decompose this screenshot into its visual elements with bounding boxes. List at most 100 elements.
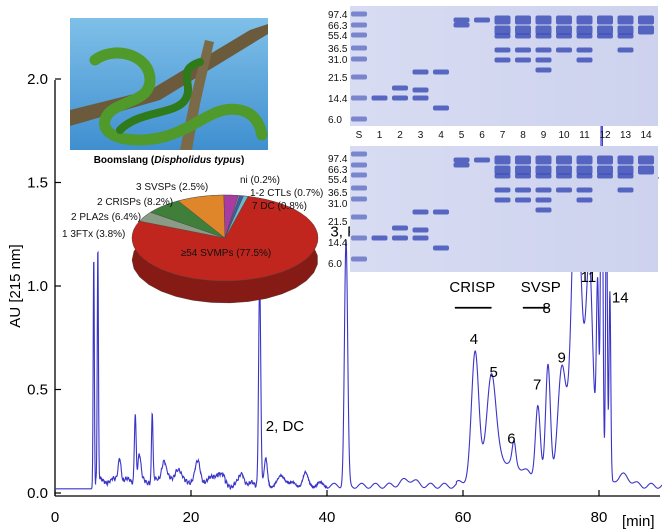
gel-band: [494, 33, 511, 39]
gel-band: [515, 25, 531, 35]
gel-band: [576, 15, 593, 25]
gel-band: [371, 95, 388, 101]
pie-slice: [224, 195, 249, 239]
gel-band: [617, 173, 634, 179]
gel-lane-label: 5: [459, 130, 465, 141]
gel-band: [494, 25, 511, 35]
gel-band: [371, 235, 388, 241]
snake-icon-2: [116, 58, 204, 134]
x-tick-label: 40: [319, 509, 336, 526]
pie-label: 3 SVSPs (2.5%): [136, 182, 208, 193]
gel-band: [351, 56, 367, 62]
gel-lane-label: 10: [558, 130, 570, 141]
x-tick-label: 80: [591, 509, 608, 526]
gel-band: [576, 155, 593, 165]
gel-band: [535, 187, 552, 193]
gel-band: [617, 165, 634, 175]
gel-band: [515, 155, 531, 165]
axes: 0.0 0.5 1.0 1.5 2.0 0 20 40 60 80 [min] AU [215 …: [7, 71, 660, 530]
gel-band: [351, 151, 367, 157]
photo-caption: Boomslang (Dispholidus typus): [94, 155, 245, 166]
gel-band: [515, 173, 531, 179]
peak-label: SVSP: [521, 279, 561, 296]
gel-band: [412, 209, 429, 215]
gel-marker-label: 6.0: [328, 259, 342, 270]
gel-marker-label: 97.4: [328, 10, 348, 21]
x-tick-label: 0: [51, 509, 59, 526]
gel-band: [576, 197, 593, 203]
y-axis-label: AU [215 nm]: [7, 244, 24, 327]
gel-band: [515, 165, 531, 175]
x-unit-label: [min]: [622, 513, 655, 530]
gel-band: [556, 47, 572, 53]
gel-band: [535, 67, 552, 73]
gel-band: [638, 165, 654, 175]
gel-band: [494, 155, 511, 165]
y-tick-label: 2.0: [27, 71, 48, 88]
gel-band: [617, 47, 634, 53]
peak-label: 14: [612, 290, 629, 307]
gel-band: [494, 165, 511, 175]
gel-marker-label: 14.4: [328, 94, 348, 105]
gel-band: [453, 162, 470, 168]
gel-band: [433, 245, 449, 251]
gel-band: [597, 155, 613, 165]
peak-label: 5: [490, 364, 498, 381]
gel-marker-label: 14.4: [328, 238, 348, 249]
gel-band: [494, 187, 511, 193]
gel-band: [494, 173, 511, 179]
gel-band: [494, 47, 511, 53]
gel-band: [412, 95, 429, 101]
gel-band: [617, 155, 634, 165]
gel-lower-panel: [350, 146, 658, 272]
gel-band: [576, 173, 593, 179]
gel-marker-label: 36.5: [328, 188, 348, 199]
gel-band: [351, 74, 367, 80]
gel-lane-label: 13: [620, 130, 632, 141]
gel-lane-label: 6: [479, 130, 485, 141]
gel-band: [556, 15, 572, 25]
x-ticks: 0 20 40 60 80: [51, 490, 608, 526]
gel-band: [392, 85, 408, 91]
gel-marker-label: 6.0: [328, 115, 342, 126]
gel-band: [453, 22, 470, 28]
gel-band: [535, 165, 552, 175]
gel-band: [556, 173, 572, 179]
gel-lane-label: 12: [599, 130, 611, 141]
gel-band: [535, 207, 552, 213]
gel-band: [617, 33, 634, 39]
pie-label: 7 DC (0.8%): [252, 201, 307, 212]
gel-band: [412, 87, 429, 93]
gel-band: [535, 15, 552, 25]
gel-band: [515, 187, 531, 193]
gel-band: [474, 17, 490, 23]
gel-band: [515, 57, 531, 63]
gel-band: [453, 17, 470, 23]
pie-slice: [131, 196, 319, 282]
gel-lane-label: 8: [520, 130, 526, 141]
y-tick-label: 1.0: [27, 278, 48, 295]
gel-band: [351, 116, 367, 122]
gel-band: [556, 187, 572, 193]
gel-band: [576, 57, 593, 63]
gel-lane-label: 9: [541, 130, 547, 141]
gel-band: [617, 25, 634, 35]
y-tick-label: 0.0: [27, 485, 48, 502]
snake-icon: [89, 47, 268, 146]
gel-band: [597, 15, 613, 25]
gel-band: [453, 157, 470, 163]
gel-band: [351, 172, 367, 178]
gel-marker-label: 55.4: [328, 175, 348, 186]
gel-band: [351, 235, 367, 241]
gel-lane-label: S: [356, 130, 363, 141]
pie-label: 1 3FTx (3.8%): [62, 229, 125, 240]
x-tick-label: 20: [183, 509, 200, 526]
gel-lane-label: 2: [397, 130, 403, 141]
gel-band: [412, 235, 429, 241]
gel-band: [576, 33, 593, 39]
gel-band: [494, 57, 511, 63]
y-tick-label: 0.5: [27, 382, 48, 399]
gel-band: [617, 187, 634, 193]
gel-marker-label: 36.5: [328, 44, 348, 55]
